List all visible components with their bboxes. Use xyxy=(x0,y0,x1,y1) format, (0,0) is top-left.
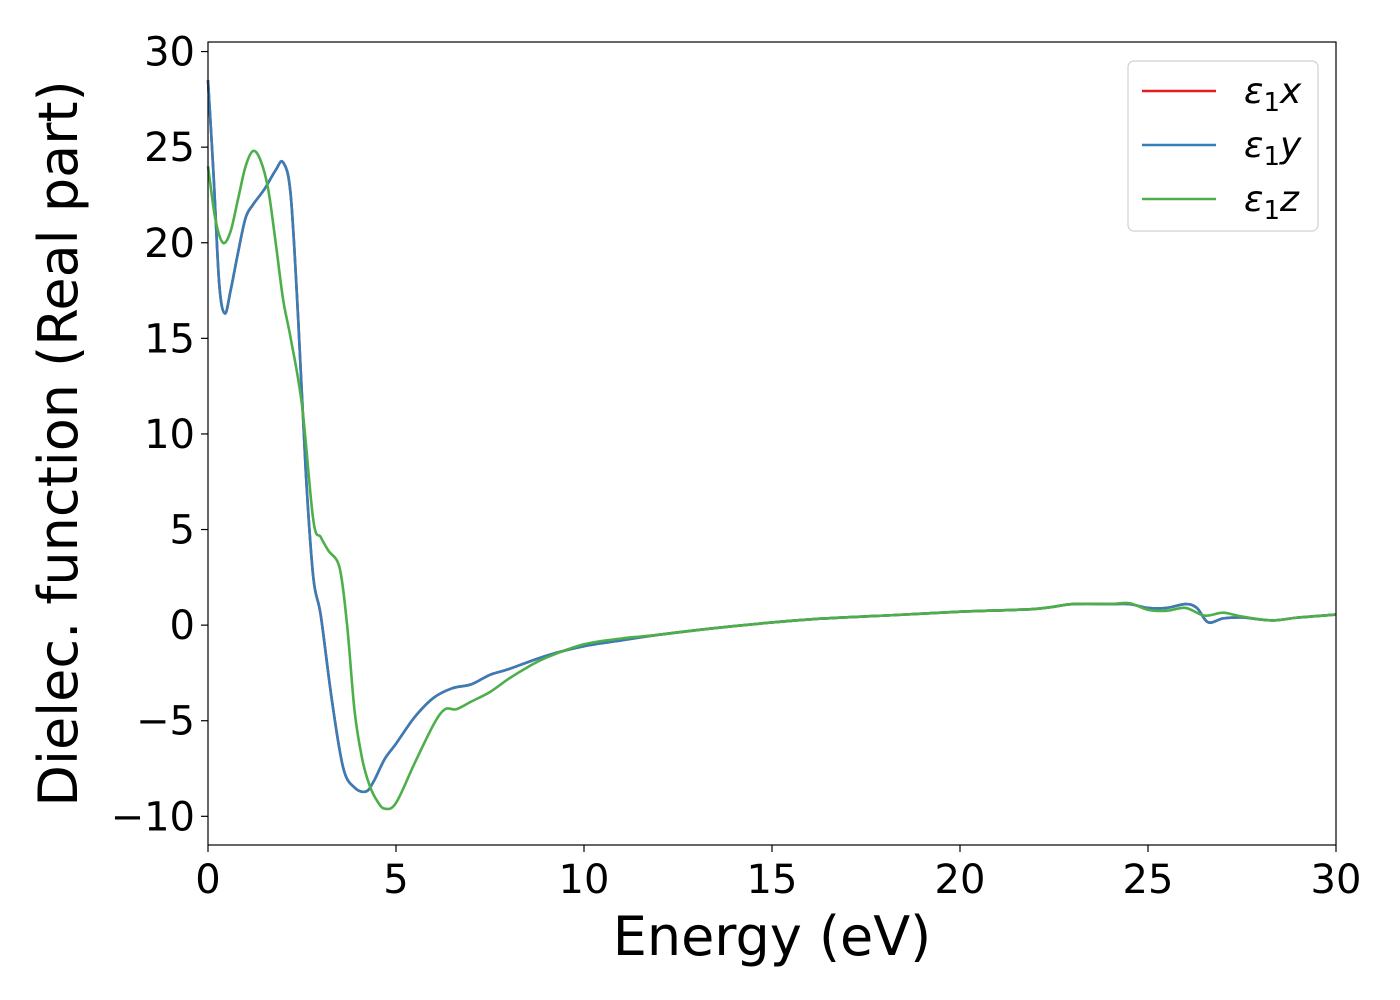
x-tick-label: 15 xyxy=(747,857,798,903)
series-line-z xyxy=(206,149,1337,811)
y-axis: −10 −5 0 5 10 15 20 25 30 xyxy=(111,30,208,840)
y-tick-label: −5 xyxy=(136,699,195,745)
legend-box xyxy=(1127,60,1319,232)
x-tick-label: 0 xyxy=(195,857,220,903)
x-tick-label: 30 xyxy=(1311,857,1362,903)
y-tick-label: 25 xyxy=(144,125,195,171)
x-axis-title: Energy (eV) xyxy=(613,905,932,968)
y-tick-label: 5 xyxy=(170,508,195,554)
legend-label-z: ε1z xyxy=(1244,179,1300,226)
y-tick-label: 30 xyxy=(144,30,195,76)
y-tick-label: 15 xyxy=(144,316,195,362)
x-tick-label: 5 xyxy=(383,857,408,903)
x-tick-label: 20 xyxy=(935,857,986,903)
legend-label-x: ε1x xyxy=(1244,71,1302,118)
x-tick-label: 10 xyxy=(559,857,610,903)
y-tick-label: 10 xyxy=(144,412,195,458)
x-tick-label: 25 xyxy=(1123,857,1174,903)
y-axis-title: Dielec. function (Real part) xyxy=(27,80,90,806)
legend-label-y: ε1y xyxy=(1244,125,1302,172)
plot-lines xyxy=(206,80,1337,811)
y-tick-label: 20 xyxy=(144,221,195,267)
y-tick-label: 0 xyxy=(170,603,195,649)
x-axis: 0 5 10 15 20 25 30 xyxy=(195,845,1361,903)
legend: ε1x ε1y ε1z xyxy=(1127,60,1319,232)
y-tick-label: −10 xyxy=(111,794,195,840)
